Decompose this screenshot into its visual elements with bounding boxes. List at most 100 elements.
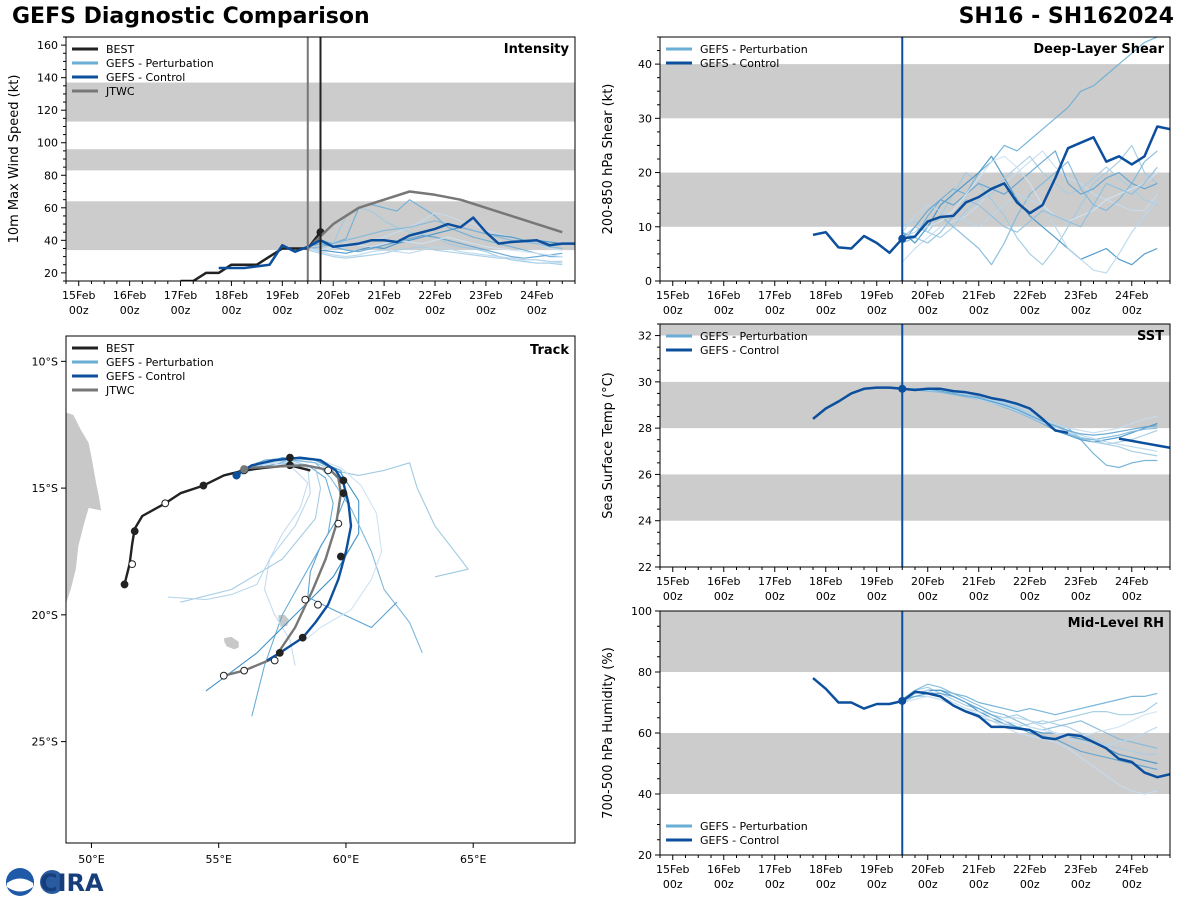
shear-ytick-label: 40 bbox=[638, 58, 652, 71]
intensity-xtick-label-hour: 00z bbox=[527, 304, 547, 317]
intensity-xtick-label: 16Feb bbox=[113, 289, 146, 302]
track-marker-control bbox=[286, 453, 294, 462]
sst-ylabel: Sea Surface Temp (°C) bbox=[601, 372, 616, 519]
track-ytick-label: 15°S bbox=[32, 482, 58, 495]
rh-xtick-label: 15Feb bbox=[656, 863, 689, 876]
rh-xtick-label: 16Feb bbox=[707, 863, 740, 876]
intensity-xtick-label: 21Feb bbox=[367, 289, 400, 302]
shear-xtick-label-hour: 00z bbox=[1020, 304, 1040, 317]
shear-xtick-label: 16Feb bbox=[707, 289, 740, 302]
sst-xtick-label-hour: 00z bbox=[918, 590, 938, 603]
intensity-xtick-label-hour: 00z bbox=[425, 304, 445, 317]
rh-ytick-label: 60 bbox=[638, 727, 652, 740]
intensity-xtick-label: 23Feb bbox=[469, 289, 502, 302]
shear-band-1 bbox=[660, 64, 1170, 119]
rh-plot-area bbox=[812, 611, 1170, 855]
sst-plot-area bbox=[812, 324, 1170, 567]
sst-xtick-label-hour: 00z bbox=[969, 590, 989, 603]
track-title: Track bbox=[530, 343, 569, 358]
rh-series-pert-7 bbox=[902, 692, 1158, 771]
intensity-panel: 20 40 60 80 100 120 140 160 15Feb 00z 16Feb 00z 17Fe… bbox=[7, 36, 576, 317]
cira-globe-icon bbox=[40, 870, 64, 894]
intensity-xtick-label: 24Feb bbox=[520, 289, 553, 302]
shear-series-pert-6 bbox=[901, 193, 1158, 274]
intensity-xtick-label: 22Feb bbox=[418, 289, 451, 302]
shear-xtick-label-hour: 00z bbox=[1071, 304, 1091, 317]
shear-panel: 0 10 20 30 40 15Feb 00z 16Feb 00z 17Feb 00z 18Feb 00… bbox=[601, 36, 1171, 317]
intensity-series-control-11 bbox=[218, 216, 575, 270]
land-mauritius bbox=[277, 613, 290, 628]
rh-xtick-label-hour: 00z bbox=[1020, 878, 1040, 891]
sst-band-0 bbox=[660, 474, 1170, 521]
shear-xtick-label-hour: 00z bbox=[714, 304, 734, 317]
rh-ytick-label: 40 bbox=[638, 788, 652, 801]
sst-panel: 22 24 26 28 30 32 15Feb 00z 16Feb 00z 17Feb 00z 18Fe… bbox=[601, 323, 1171, 603]
track-series-pert-4 bbox=[180, 459, 322, 603]
intensity-series-pert-0 bbox=[307, 199, 563, 258]
track-marker-jtwc bbox=[334, 519, 343, 528]
shear-series-pert-7 bbox=[901, 150, 1158, 244]
track-marker-best bbox=[161, 499, 170, 508]
intensity-ytick-label: 80 bbox=[44, 169, 58, 182]
rh-xtick-label: 19Feb bbox=[860, 863, 893, 876]
track-xtick-label: 55°E bbox=[205, 853, 231, 866]
intensity-series-best-9 bbox=[180, 231, 322, 281]
track-marker-jtwc bbox=[240, 666, 249, 675]
intensity-title: Intensity bbox=[504, 42, 570, 57]
rh-xtick-label: 21Feb bbox=[962, 863, 995, 876]
shear-xtick-label-hour: 00z bbox=[765, 304, 785, 317]
land-madagascar bbox=[66, 411, 103, 606]
intensity-xtick-label-hour: 00z bbox=[222, 304, 242, 317]
rh-series-pert-4 bbox=[902, 695, 1158, 755]
intensity-ytick-label: 40 bbox=[44, 234, 58, 247]
track-marker-best bbox=[120, 580, 129, 589]
track-marker-best bbox=[128, 560, 137, 569]
sst-series-control-8 bbox=[812, 386, 1069, 435]
intensity-xtick-label: 20Feb bbox=[316, 289, 349, 302]
shear-xtick-label: 18Feb bbox=[809, 289, 842, 302]
shear-series-pert-9 bbox=[902, 166, 1158, 244]
sst-xtick-label-hour: 00z bbox=[663, 590, 683, 603]
sst-ytick-label: 30 bbox=[638, 376, 652, 389]
track-legend-label-control: GEFS - Control bbox=[106, 370, 185, 383]
intensity-ytick-label: 100 bbox=[37, 137, 58, 150]
intensity-ytick-label: 140 bbox=[37, 72, 58, 85]
track-marker-jtwc bbox=[301, 595, 310, 604]
sst-xtick-label: 21Feb bbox=[962, 575, 995, 588]
rh-xtick-label: 23Feb bbox=[1064, 863, 1097, 876]
sst-xtick-label: 15Feb bbox=[656, 575, 689, 588]
sst-legend-label-control: GEFS - Control bbox=[700, 344, 779, 357]
sst-xtick-label-hour: 00z bbox=[816, 590, 836, 603]
storm-id: SH16 - SH162024 bbox=[958, 4, 1174, 29]
rh-xtick-label-hour: 00z bbox=[663, 878, 683, 891]
shear-legend-label-perturbation: GEFS - Perturbation bbox=[700, 43, 808, 56]
intensity-legend-label-perturbation: GEFS - Perturbation bbox=[106, 57, 214, 70]
track-series-best-9 bbox=[123, 464, 311, 585]
track-ytick-label: 10°S bbox=[32, 355, 58, 368]
sst-xtick-label-hour: 00z bbox=[867, 590, 887, 603]
shear-xtick-label-hour: 00z bbox=[1122, 304, 1142, 317]
sst-xtick-label-hour: 00z bbox=[1122, 590, 1142, 603]
rh-xtick-label-hour: 00z bbox=[714, 878, 734, 891]
intensity-xtick-label-hour: 00z bbox=[120, 304, 140, 317]
intensity-xtick-label-hour: 00z bbox=[374, 304, 394, 317]
track-series-pert-6 bbox=[167, 459, 311, 601]
intensity-xtick-label: 15Feb bbox=[62, 289, 95, 302]
track-ytick-label: 25°S bbox=[32, 736, 58, 749]
shear-legend-label-control: GEFS - Control bbox=[700, 57, 779, 70]
rh-xtick-label: 18Feb bbox=[809, 863, 842, 876]
shear-ytick-label: 20 bbox=[638, 167, 652, 180]
sst-xtick-label: 18Feb bbox=[809, 575, 842, 588]
rh-ytick-label: 80 bbox=[638, 666, 652, 679]
intensity-xtick-label-hour: 00z bbox=[323, 304, 343, 317]
rh-ytick-label: 100 bbox=[631, 605, 652, 618]
sst-ytick-label: 24 bbox=[638, 515, 652, 528]
shear-xtick-label: 22Feb bbox=[1013, 289, 1046, 302]
shear-band-0 bbox=[660, 172, 1170, 227]
track-series-pert-8 bbox=[233, 457, 383, 641]
rh-title: Mid-Level RH bbox=[1068, 616, 1164, 631]
sst-legend-label-perturbation: GEFS - Perturbation bbox=[700, 330, 808, 343]
